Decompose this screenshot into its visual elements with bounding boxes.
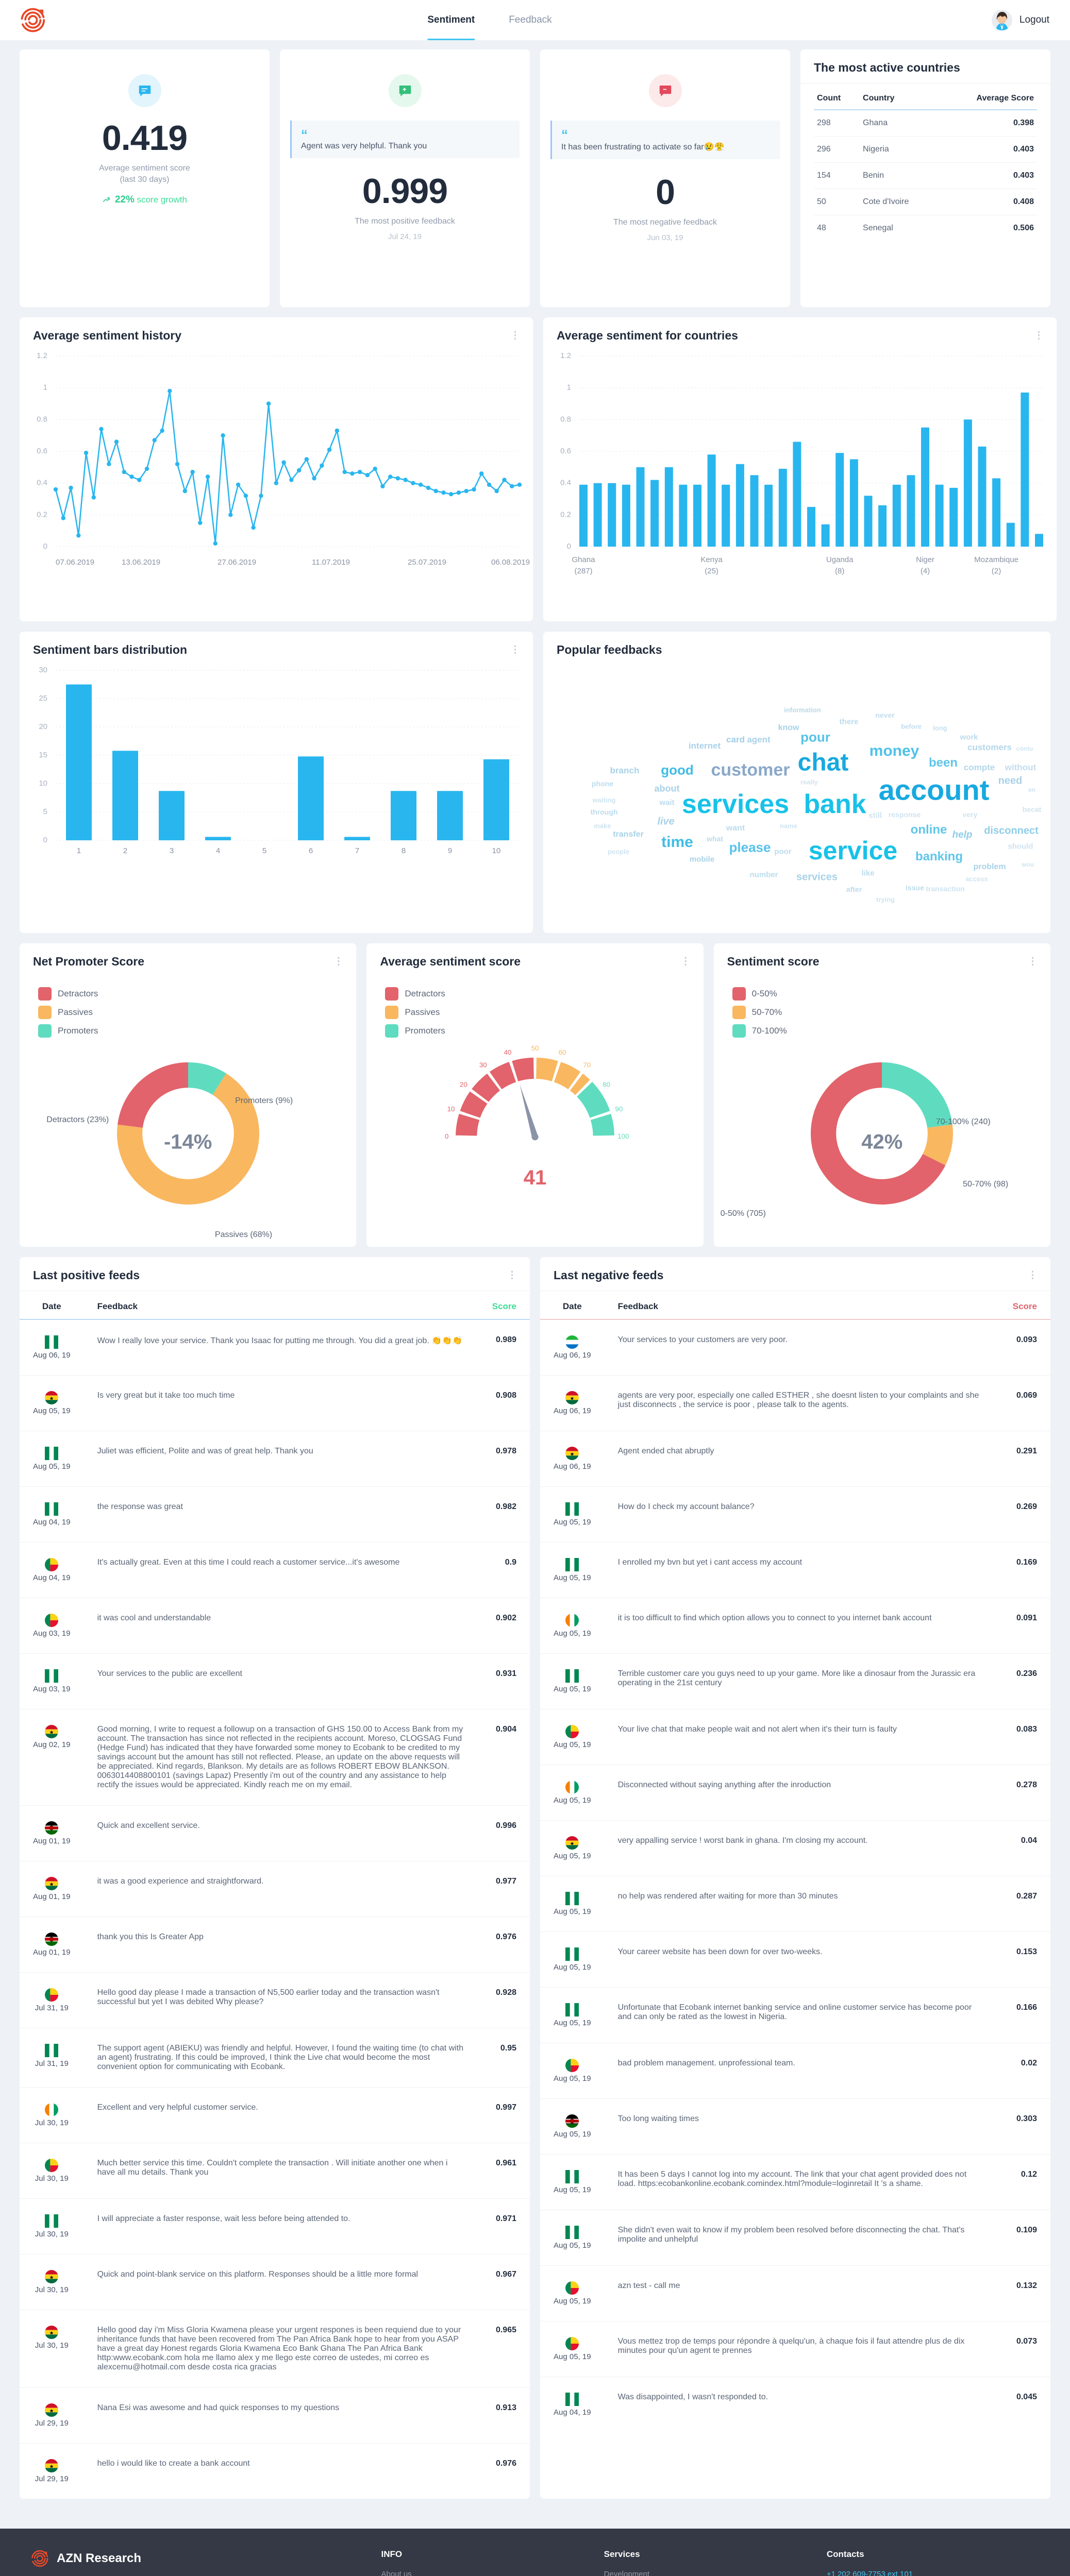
svg-text:3: 3	[170, 846, 174, 855]
svg-text:10: 10	[492, 846, 501, 855]
svg-text:Niger: Niger	[916, 555, 934, 564]
svg-text:0.4: 0.4	[37, 479, 47, 487]
svg-text:0: 0	[43, 836, 47, 844]
svg-text:Uganda: Uganda	[826, 555, 854, 564]
svg-text:2: 2	[123, 846, 127, 855]
svg-text:0.2: 0.2	[37, 511, 47, 519]
svg-text:10: 10	[447, 1106, 455, 1113]
svg-text:(4): (4)	[921, 567, 930, 575]
svg-text:Mozambique: Mozambique	[974, 555, 1018, 564]
svg-text:20: 20	[460, 1081, 467, 1089]
svg-text:6: 6	[309, 846, 313, 855]
svg-text:0.8: 0.8	[37, 415, 47, 424]
svg-text:13.06.2019: 13.06.2019	[122, 558, 160, 567]
svg-text:Kenya: Kenya	[700, 555, 723, 564]
svg-text:90: 90	[615, 1106, 623, 1113]
svg-text:27.06.2019: 27.06.2019	[218, 558, 256, 567]
svg-text:5: 5	[43, 807, 47, 816]
svg-text:10: 10	[39, 779, 47, 788]
svg-text:50: 50	[531, 1044, 539, 1052]
svg-text:(8): (8)	[835, 567, 844, 575]
svg-text:0.4: 0.4	[560, 479, 571, 487]
svg-text:Ghana: Ghana	[572, 555, 595, 564]
svg-text:30: 30	[479, 1061, 487, 1069]
svg-text:1.2: 1.2	[560, 351, 571, 360]
svg-text:0: 0	[567, 542, 571, 551]
svg-text:0.6: 0.6	[560, 447, 571, 455]
svg-text:25: 25	[39, 694, 47, 703]
svg-text:1: 1	[77, 846, 81, 855]
svg-text:07.06.2019: 07.06.2019	[56, 558, 94, 567]
svg-text:15: 15	[39, 751, 47, 759]
svg-text:7: 7	[355, 846, 359, 855]
svg-text:9: 9	[448, 846, 452, 855]
svg-text:40: 40	[504, 1049, 512, 1057]
svg-text:0: 0	[43, 542, 47, 551]
svg-text:0: 0	[445, 1133, 448, 1141]
svg-text:0.2: 0.2	[560, 511, 571, 519]
svg-text:(287): (287)	[574, 567, 592, 575]
svg-text:30: 30	[39, 666, 47, 674]
svg-text:1: 1	[43, 383, 47, 392]
svg-text:25.07.2019: 25.07.2019	[408, 558, 446, 567]
svg-text:(25): (25)	[705, 567, 718, 575]
svg-text:(2): (2)	[992, 567, 1001, 575]
svg-text:70: 70	[583, 1061, 591, 1069]
svg-text:06.08.2019: 06.08.2019	[491, 558, 530, 567]
svg-text:1.2: 1.2	[37, 351, 47, 360]
svg-text:5: 5	[262, 846, 266, 855]
svg-text:60: 60	[559, 1049, 566, 1057]
svg-text:8: 8	[402, 846, 406, 855]
svg-text:20: 20	[39, 722, 47, 731]
svg-text:0.8: 0.8	[560, 415, 571, 424]
svg-text:4: 4	[216, 846, 220, 855]
svg-text:100: 100	[617, 1133, 629, 1141]
svg-text:1: 1	[567, 383, 571, 392]
svg-text:11.07.2019: 11.07.2019	[312, 558, 350, 567]
svg-text:0.6: 0.6	[37, 447, 47, 455]
svg-text:80: 80	[603, 1081, 610, 1089]
